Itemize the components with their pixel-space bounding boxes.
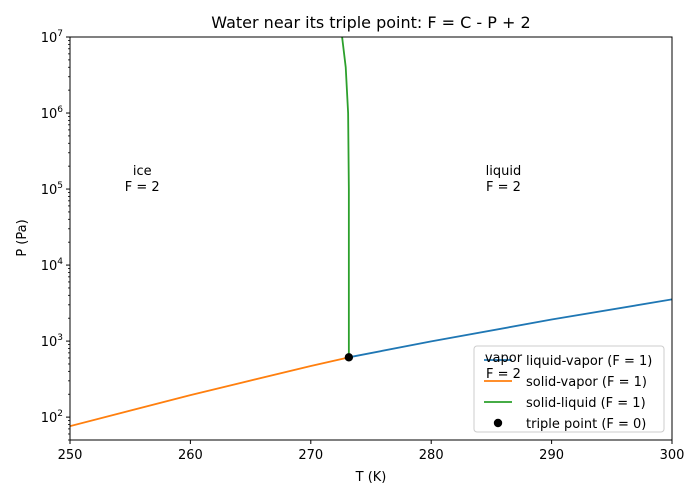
series-line-1 bbox=[70, 356, 350, 428]
x-tick-label: 270 bbox=[298, 448, 323, 463]
y-tick-exponent: 4 bbox=[57, 257, 63, 267]
region-label-2: vapor F = 2 bbox=[485, 351, 523, 382]
legend-marker-swatch bbox=[493, 418, 503, 428]
y-tick-mantissa: 10 bbox=[41, 411, 58, 426]
y-tick-exponent: 2 bbox=[57, 409, 63, 419]
x-tick-label: 300 bbox=[660, 448, 685, 463]
y-tick-label: 107 bbox=[41, 29, 63, 46]
legend: liquid-vapor (F = 1) solid-vapor (F = 1) s… bbox=[473, 345, 665, 433]
region-label-line: F = 2 bbox=[125, 180, 160, 195]
y-tick-label: 106 bbox=[41, 105, 64, 122]
region-label-1: liquid F = 2 bbox=[486, 164, 522, 195]
y-tick-exponent: 3 bbox=[57, 333, 63, 343]
region-label-0: ice F = 2 bbox=[125, 164, 160, 195]
plot-frame bbox=[69, 36, 673, 441]
region-label-line: liquid bbox=[486, 164, 522, 179]
region-label-line: ice bbox=[133, 164, 152, 179]
x-axis: 250 260 270 280 290 300 bbox=[58, 440, 685, 463]
y-tick-mantissa: 10 bbox=[41, 335, 58, 350]
y-tick-label: 104 bbox=[41, 257, 64, 274]
y-tick-mantissa: 10 bbox=[41, 259, 58, 274]
x-tick-label: 290 bbox=[539, 448, 564, 463]
y-tick-label: 103 bbox=[41, 333, 63, 350]
y-tick-exponent: 5 bbox=[57, 181, 63, 191]
y-tick-mantissa: 10 bbox=[41, 183, 58, 198]
y-tick-label: 105 bbox=[41, 181, 63, 198]
legend-box bbox=[473, 345, 665, 433]
plot-area bbox=[70, 37, 672, 428]
y-axis-label: P (Pa) bbox=[15, 219, 30, 256]
legend-entry-label: solid-liquid (F = 1) bbox=[526, 396, 646, 411]
triple-point-marker bbox=[344, 353, 354, 362]
x-tick-label: 260 bbox=[178, 448, 203, 463]
legend-entry-label: liquid-vapor (F = 1) bbox=[526, 354, 652, 369]
chart-title: Water near its triple point: F = C - P +… bbox=[211, 13, 530, 32]
region-label-line: F = 2 bbox=[486, 180, 521, 195]
legend-entry-label: solid-vapor (F = 1) bbox=[526, 375, 647, 390]
region-label-line: F = 2 bbox=[486, 367, 521, 382]
series-line-0 bbox=[348, 298, 672, 359]
y-tick-label: 102 bbox=[41, 409, 63, 426]
y-tick-mantissa: 10 bbox=[41, 31, 58, 46]
y-tick-exponent: 6 bbox=[57, 105, 63, 115]
region-label-line: vapor bbox=[485, 351, 523, 366]
legend-entry-label: triple point (F = 0) bbox=[526, 417, 646, 432]
x-tick-label: 250 bbox=[58, 448, 83, 463]
x-axis-label: T (K) bbox=[355, 470, 387, 485]
y-tick-exponent: 7 bbox=[57, 29, 63, 39]
x-tick-label: 280 bbox=[419, 448, 444, 463]
y-tick-mantissa: 10 bbox=[41, 107, 58, 122]
series-line-2 bbox=[341, 37, 350, 358]
